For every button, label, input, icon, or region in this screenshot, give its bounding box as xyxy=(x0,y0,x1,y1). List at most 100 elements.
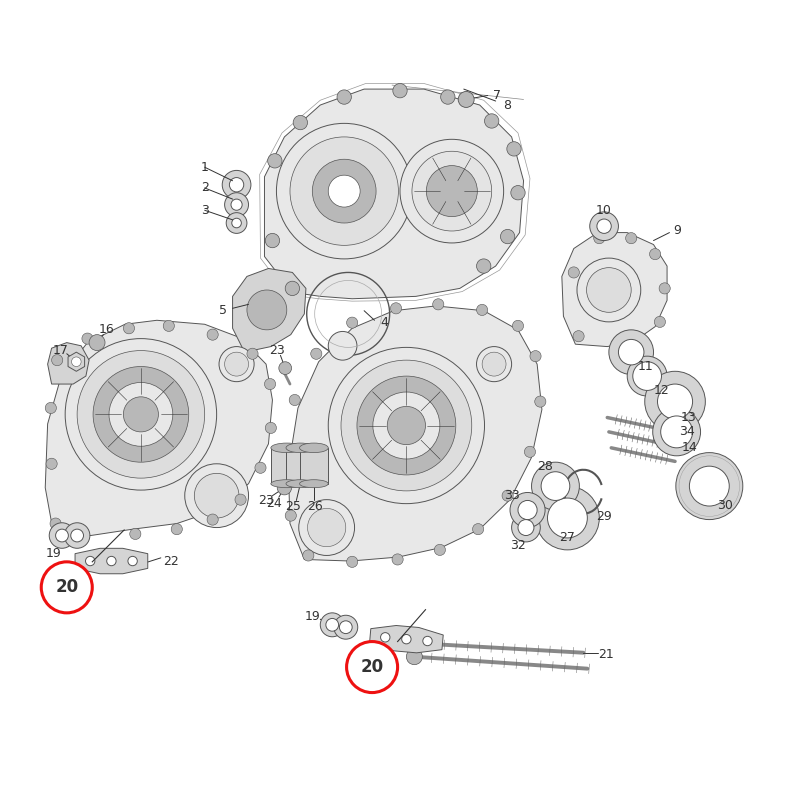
Circle shape xyxy=(392,554,403,565)
Circle shape xyxy=(477,259,491,274)
Circle shape xyxy=(328,331,357,360)
Circle shape xyxy=(285,282,299,295)
Circle shape xyxy=(219,346,254,382)
Circle shape xyxy=(266,422,277,434)
Circle shape xyxy=(676,453,743,519)
Ellipse shape xyxy=(299,480,328,488)
Circle shape xyxy=(658,384,693,419)
Circle shape xyxy=(77,350,205,478)
Ellipse shape xyxy=(299,443,328,453)
Circle shape xyxy=(393,83,407,98)
Circle shape xyxy=(547,498,587,538)
Circle shape xyxy=(400,139,504,243)
Circle shape xyxy=(71,357,81,366)
Circle shape xyxy=(337,90,351,104)
Circle shape xyxy=(278,481,291,495)
Circle shape xyxy=(650,249,661,260)
Circle shape xyxy=(226,213,247,234)
Text: 26: 26 xyxy=(307,500,322,514)
Circle shape xyxy=(346,642,398,693)
Circle shape xyxy=(266,234,280,248)
Circle shape xyxy=(626,233,637,244)
Circle shape xyxy=(659,283,670,294)
Circle shape xyxy=(50,518,61,529)
Circle shape xyxy=(573,330,584,342)
Circle shape xyxy=(298,500,354,555)
Circle shape xyxy=(277,123,412,259)
Text: 2: 2 xyxy=(201,182,209,194)
Circle shape xyxy=(163,320,174,331)
Circle shape xyxy=(283,454,294,466)
Circle shape xyxy=(524,446,535,458)
Circle shape xyxy=(568,267,579,278)
Circle shape xyxy=(207,329,218,340)
Circle shape xyxy=(46,458,57,470)
Circle shape xyxy=(482,352,506,376)
Circle shape xyxy=(441,90,455,104)
Circle shape xyxy=(106,556,116,566)
Circle shape xyxy=(123,397,158,432)
Text: 33: 33 xyxy=(504,489,519,502)
Circle shape xyxy=(42,562,92,613)
Circle shape xyxy=(225,352,249,376)
Circle shape xyxy=(185,464,249,527)
Circle shape xyxy=(341,360,472,491)
Polygon shape xyxy=(286,448,314,484)
Polygon shape xyxy=(288,306,542,561)
Circle shape xyxy=(485,114,499,128)
Text: 17: 17 xyxy=(53,344,68,357)
Text: 19: 19 xyxy=(46,546,61,559)
Circle shape xyxy=(82,333,93,344)
Text: 1: 1 xyxy=(201,161,209,174)
Circle shape xyxy=(312,159,376,223)
Text: 34: 34 xyxy=(679,426,695,438)
Polygon shape xyxy=(75,548,148,574)
Circle shape xyxy=(310,348,322,359)
Text: 20: 20 xyxy=(55,578,78,596)
Ellipse shape xyxy=(271,480,302,488)
Circle shape xyxy=(501,230,515,244)
Circle shape xyxy=(279,362,291,374)
Text: 28: 28 xyxy=(537,461,553,474)
Polygon shape xyxy=(68,352,85,371)
Circle shape xyxy=(207,514,218,525)
Circle shape xyxy=(328,347,485,504)
Text: 22: 22 xyxy=(163,554,179,567)
Circle shape xyxy=(171,523,182,534)
Circle shape xyxy=(232,218,242,228)
Circle shape xyxy=(512,514,540,542)
Ellipse shape xyxy=(271,443,302,453)
Circle shape xyxy=(285,510,296,521)
Circle shape xyxy=(661,416,693,448)
Circle shape xyxy=(109,382,173,446)
Circle shape xyxy=(326,618,338,631)
Text: 12: 12 xyxy=(654,384,670,397)
Ellipse shape xyxy=(286,480,314,488)
Circle shape xyxy=(381,633,390,642)
Circle shape xyxy=(518,501,537,519)
Circle shape xyxy=(93,366,189,462)
Circle shape xyxy=(52,354,62,366)
Circle shape xyxy=(130,528,141,539)
Text: 3: 3 xyxy=(201,204,209,217)
Text: 23: 23 xyxy=(270,344,285,357)
Circle shape xyxy=(346,317,358,328)
Circle shape xyxy=(597,219,611,234)
Circle shape xyxy=(609,330,654,374)
Circle shape xyxy=(594,233,605,244)
Circle shape xyxy=(510,493,545,527)
Text: 14: 14 xyxy=(682,442,698,454)
Circle shape xyxy=(230,178,244,192)
Circle shape xyxy=(225,193,249,217)
Polygon shape xyxy=(46,320,273,535)
Text: 25: 25 xyxy=(286,500,301,514)
Text: 8: 8 xyxy=(504,98,512,111)
Circle shape xyxy=(586,268,631,312)
Circle shape xyxy=(346,556,358,567)
Circle shape xyxy=(535,486,599,550)
Text: 32: 32 xyxy=(510,538,526,551)
Circle shape xyxy=(390,302,402,314)
Circle shape xyxy=(534,396,546,407)
Circle shape xyxy=(268,154,282,168)
Circle shape xyxy=(502,490,514,502)
